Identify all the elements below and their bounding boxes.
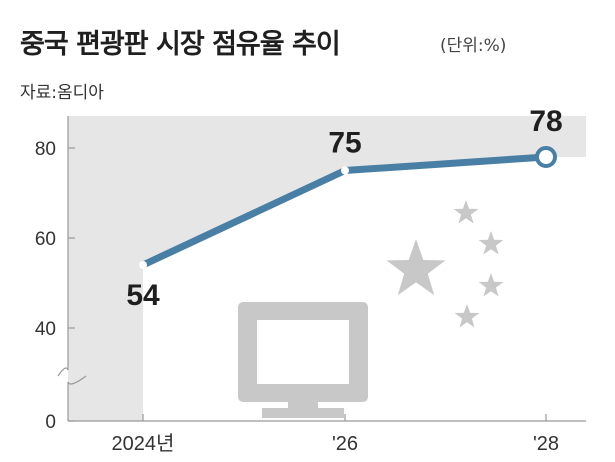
small-star-icon: [478, 273, 504, 297]
monitor-icon: [238, 302, 368, 418]
china-flag-stars-icon: [386, 200, 504, 328]
decoration-group: [238, 200, 504, 418]
small-star-icon: [478, 231, 504, 255]
unit-label: (단위:%): [440, 36, 507, 56]
chart-title: 중국 편광판 시장 점유율 추이: [20, 29, 341, 60]
source-label: 자료:옴디아: [20, 83, 104, 103]
monitor-neck: [288, 398, 318, 410]
large-star-icon: [386, 239, 446, 296]
y-tick-label: 40: [35, 319, 56, 340]
monitor-base: [262, 408, 344, 418]
x-tick-label: 2024년: [112, 432, 175, 455]
x-tick-label: '28: [533, 433, 559, 455]
axis-break-mark: [57, 367, 87, 385]
x-axis: 2024년 '26 '28: [68, 414, 586, 455]
data-label: 54: [126, 279, 160, 312]
monitor-screen: [257, 320, 349, 384]
data-label: 78: [529, 105, 562, 138]
small-star-icon: [454, 304, 480, 328]
y-tick-label: 0: [45, 412, 56, 433]
x-tick-label: '26: [332, 433, 358, 455]
data-point: [139, 261, 147, 269]
y-tick-label: 80: [35, 139, 56, 160]
data-point-highlight: [535, 146, 557, 168]
data-label: 75: [328, 127, 361, 160]
y-axis: 0 40 60 80: [35, 116, 87, 433]
data-point: [341, 166, 349, 175]
series-group: 54 75 78: [126, 105, 562, 312]
y-tick-label: 60: [35, 229, 56, 250]
small-star-icon: [453, 200, 479, 224]
